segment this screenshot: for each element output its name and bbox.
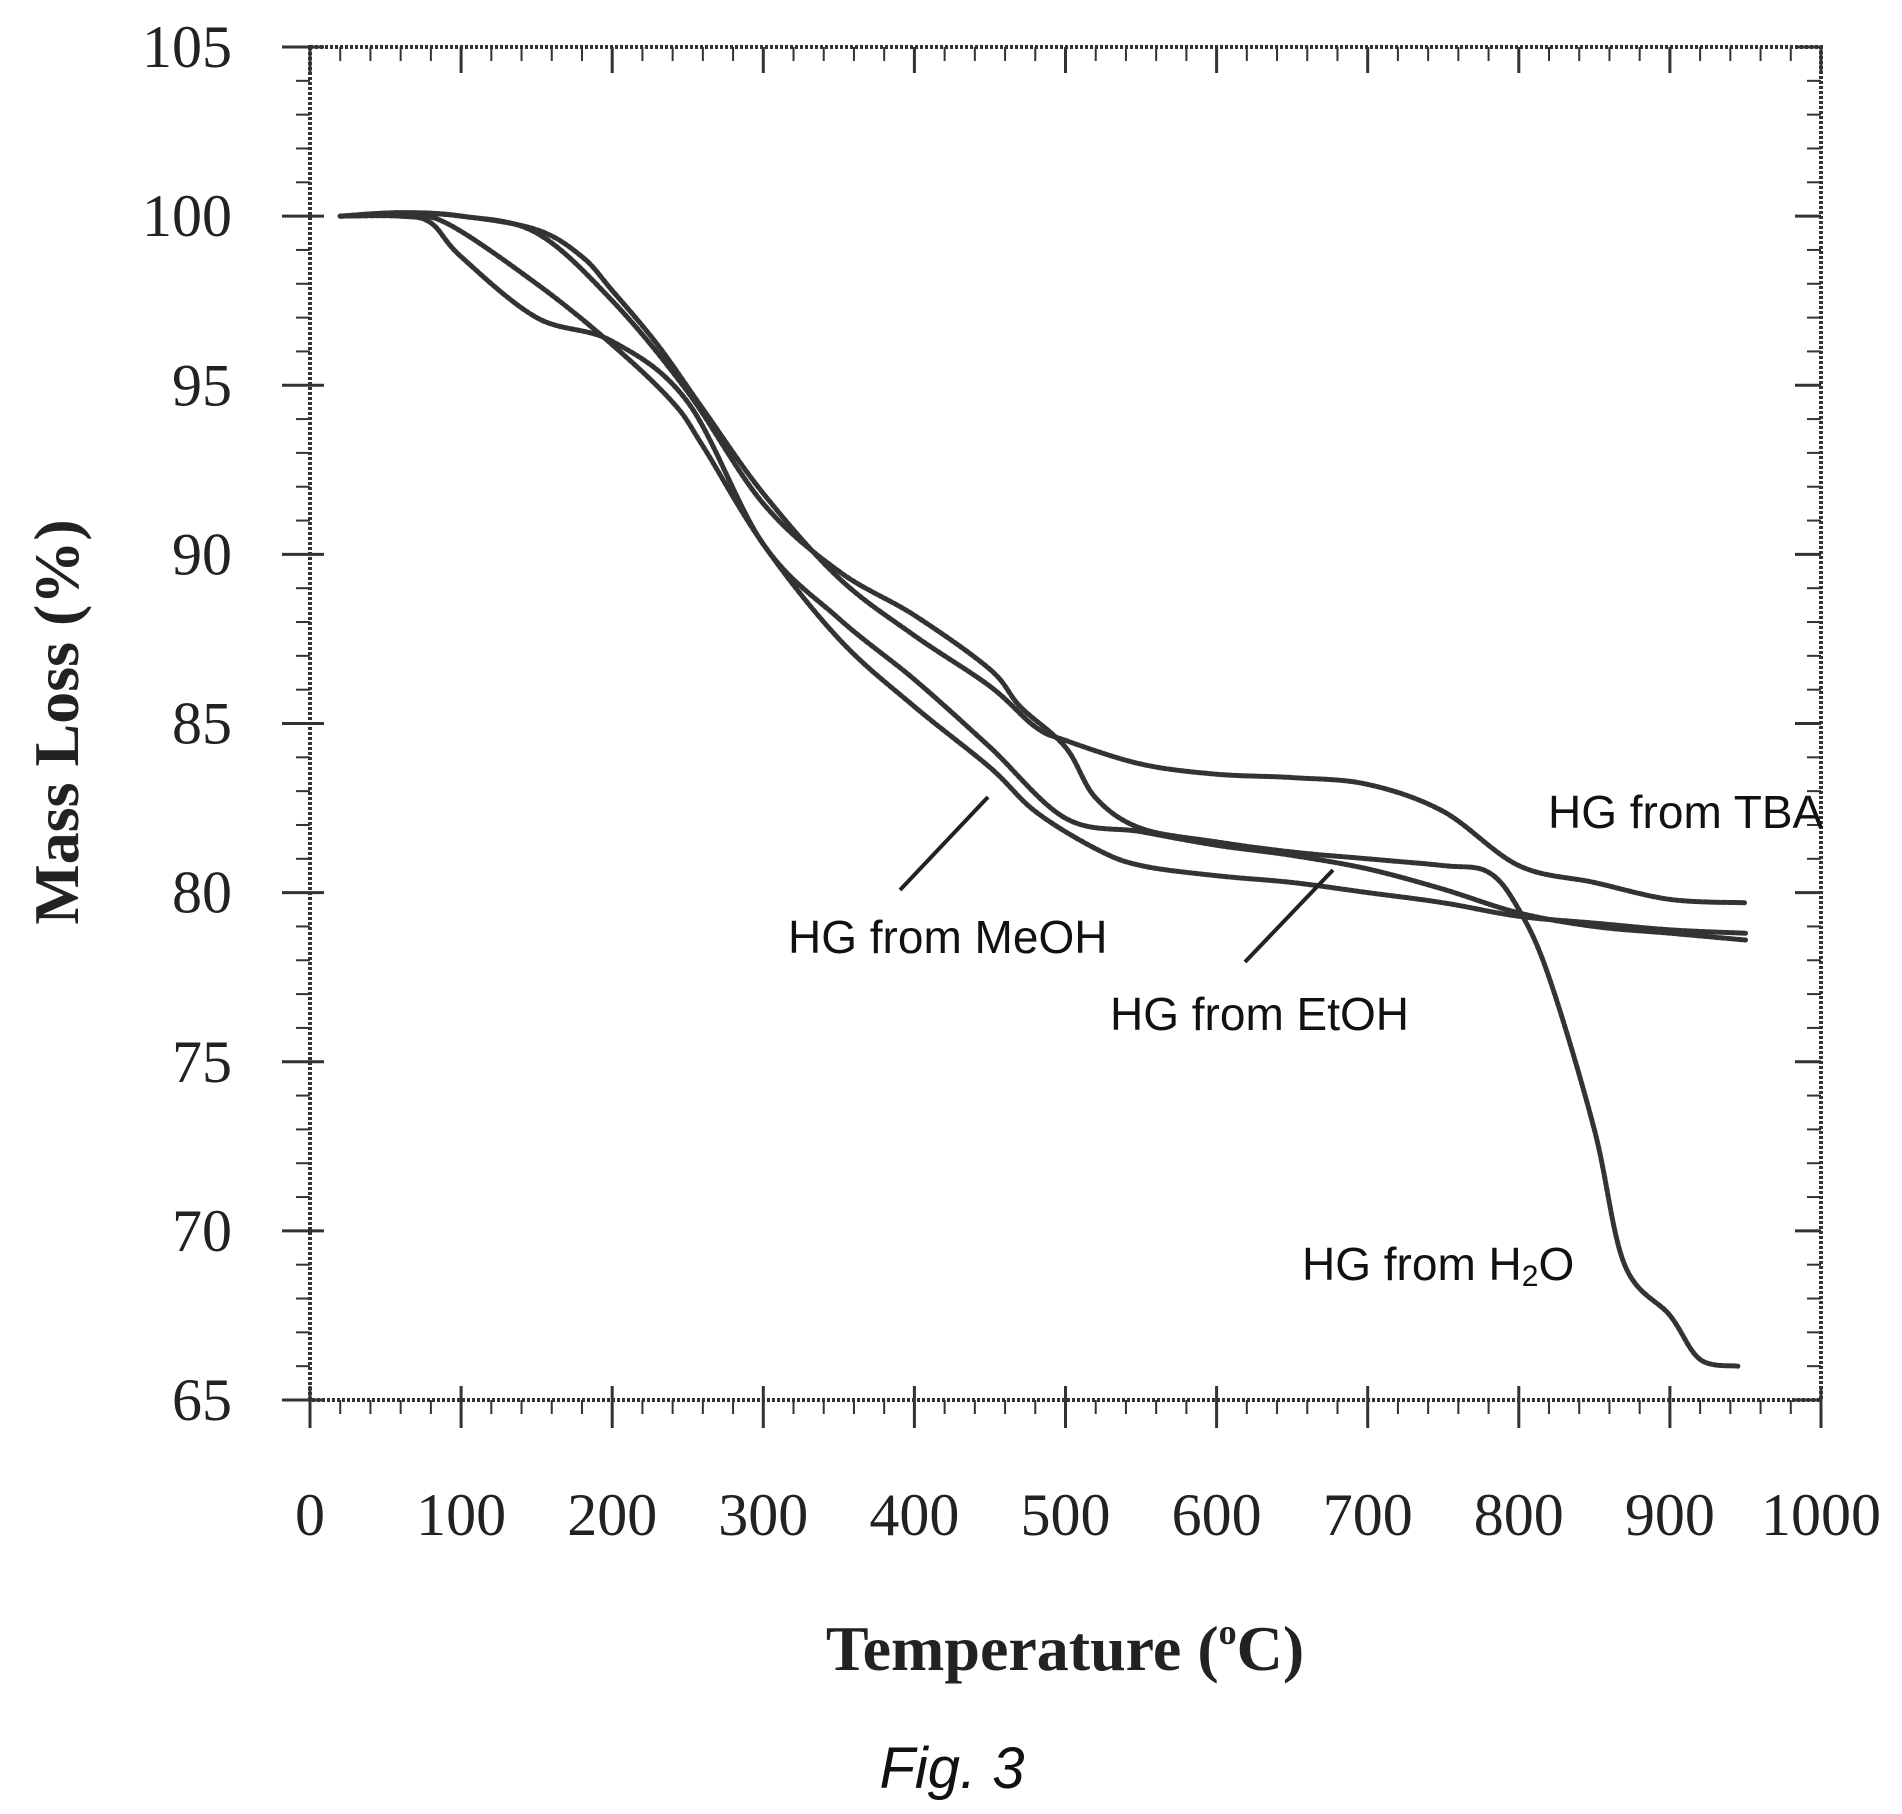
major-ticks xyxy=(282,45,1823,1428)
y-tick-label: 75 xyxy=(172,1029,232,1095)
x-tick-label: 1000 xyxy=(1761,1482,1881,1548)
y-tick-label: 70 xyxy=(172,1198,232,1264)
x-tick-label: 100 xyxy=(416,1482,506,1548)
annotation-h2o-end: O xyxy=(1538,1238,1574,1290)
x-tick-label: 500 xyxy=(1021,1482,1111,1548)
series-lines xyxy=(337,210,1748,1369)
y-tick-label: 95 xyxy=(172,352,232,418)
series-line-h2o xyxy=(337,210,1741,1369)
minor-ticks xyxy=(296,46,1822,1414)
x-tick-label: 200 xyxy=(567,1482,657,1548)
etoh-leader-line xyxy=(1243,868,1335,964)
series-line-tba xyxy=(337,210,1748,906)
y-axis-title: Mass Loss (%) xyxy=(21,519,92,924)
y-tick-label: 80 xyxy=(172,860,232,926)
figure-caption: Fig. 3 xyxy=(879,1736,1024,1801)
x-tick-labels: 0 100 200 300 400 500 600 700 800 900 1000 xyxy=(295,1482,1881,1548)
annotation-meoh: HG from MeOH xyxy=(788,911,1107,963)
x-axis-title-main: Temperature ( xyxy=(826,1613,1219,1684)
y-tick-label: 85 xyxy=(172,691,232,757)
x-tick-label: 0 xyxy=(295,1482,325,1548)
y-tick-label: 100 xyxy=(142,183,232,249)
x-tick-label: 800 xyxy=(1474,1482,1564,1548)
x-tick-label: 300 xyxy=(718,1482,808,1548)
x-tick-label: 700 xyxy=(1323,1482,1413,1548)
x-tick-label: 400 xyxy=(869,1482,959,1548)
x-axis-title-end: C) xyxy=(1237,1613,1305,1684)
annotation-h2o: HG from H2O xyxy=(1302,1238,1574,1293)
annotation-h2o-sub: 2 xyxy=(1522,1260,1539,1293)
y-tick-label: 90 xyxy=(172,521,232,587)
series-line-etoh xyxy=(337,213,1748,936)
plot-frame xyxy=(308,45,1823,1402)
x-tick-label: 600 xyxy=(1172,1482,1262,1548)
x-axis-title-degree: o xyxy=(1219,1612,1237,1652)
y-tick-labels: 65 70 75 80 85 90 95 100 105 xyxy=(142,14,232,1433)
annotation-h2o-main: HG from H xyxy=(1302,1238,1522,1290)
annotation-etoh: HG from EtOH xyxy=(1110,988,1409,1040)
meoh-leader-line xyxy=(898,795,990,892)
series-line-meoh xyxy=(337,213,1748,943)
annotation-tba: HG from TBA xyxy=(1548,786,1824,838)
x-axis-title: Temperature (oC) xyxy=(826,1612,1304,1684)
x-tick-label: 900 xyxy=(1625,1482,1715,1548)
y-tick-label: 105 xyxy=(142,14,232,80)
y-tick-label: 65 xyxy=(172,1367,232,1433)
